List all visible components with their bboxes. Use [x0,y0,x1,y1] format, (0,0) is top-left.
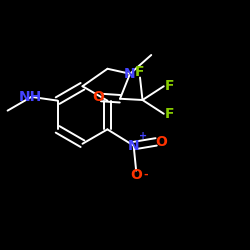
Text: N: N [128,138,140,152]
Text: O: O [92,90,104,104]
Text: N: N [124,67,136,81]
Text: NH: NH [18,90,42,104]
Text: O: O [156,135,168,149]
Text: -: - [143,170,148,180]
Text: O: O [130,168,142,182]
Text: +: + [139,131,147,141]
Text: F: F [165,107,175,121]
Text: F: F [165,79,175,93]
Text: F: F [135,65,145,79]
